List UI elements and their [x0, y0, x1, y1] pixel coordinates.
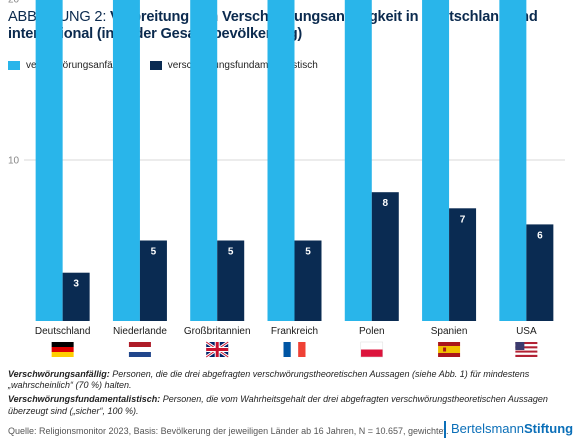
- flag-stripe: [360, 349, 383, 357]
- uk-flag: [205, 340, 230, 359]
- poland-flag: [360, 341, 384, 358]
- bar-anfaellig: [35, 0, 63, 322]
- flag-stripe: [128, 347, 151, 352]
- bar-anfaellig: [190, 0, 218, 321]
- data-label: 5: [305, 247, 311, 258]
- flag-stripe: [515, 348, 538, 351]
- flag-stripe: [128, 352, 151, 357]
- legend-item-1: verschwörungsanfällig: [8, 60, 125, 71]
- source-note: Quelle: Religionsmonitor 2023, Basis: Be…: [8, 426, 449, 436]
- usa-flag: [515, 342, 538, 357]
- flag-stripe: [438, 353, 461, 357]
- notes: Verschwörungsanfällig: Personen, die die…: [8, 369, 573, 420]
- data-label: 6: [537, 230, 543, 241]
- bar-fundamentalistisch: [371, 192, 399, 321]
- x-tick-label: USA: [516, 326, 537, 337]
- bar-fundamentalistisch: [62, 272, 90, 321]
- brand-part-1: Bertelsmann: [451, 421, 524, 436]
- note-1: Verschwörungsanfällig: Personen, die die…: [8, 369, 573, 391]
- netherlands-flag: [128, 342, 151, 357]
- note-1-text: Personen, die die drei abgefragten versc…: [8, 369, 530, 391]
- x-tick-label: Frankreich: [271, 326, 318, 337]
- legend-item-2: verschwörungsfundamentalistisch: [149, 60, 318, 71]
- bar-anfaellig: [344, 0, 372, 321]
- flag-stripe: [515, 344, 538, 347]
- data-label: 5: [228, 247, 234, 258]
- flag-stripe: [515, 346, 538, 349]
- bar-anfaellig: [112, 0, 140, 321]
- data-label: 8: [383, 198, 389, 209]
- flag-canton: [515, 342, 525, 350]
- flag-stripe: [283, 342, 291, 357]
- x-tick-label: Deutschland: [35, 326, 91, 337]
- flag-stripe: [298, 342, 306, 357]
- legend-swatch-2: [149, 61, 162, 70]
- bar-anfaellig: [422, 0, 450, 321]
- germany-flag: [51, 342, 74, 357]
- data-label: 7: [460, 214, 466, 225]
- data-label: 3: [73, 279, 79, 290]
- flag-cross: [206, 348, 229, 351]
- flag-border: [360, 341, 384, 358]
- legend-label-2: verschwörungsfundamentalistisch: [167, 60, 318, 71]
- flag-stripe: [515, 354, 538, 357]
- bar-anfaellig: [499, 0, 527, 321]
- flag-stripe: [51, 342, 74, 347]
- brand-part-2: Stiftung: [523, 421, 574, 436]
- data-label: 5: [151, 247, 157, 258]
- flag-stripe: [515, 342, 538, 345]
- flag-stripe: [128, 342, 151, 347]
- bar-fundamentalistisch: [294, 240, 322, 321]
- note-2: Verschwörungsfundamentalistisch: Persone…: [8, 394, 573, 416]
- y-tick-label: 10: [8, 156, 20, 167]
- x-tick-label: Großbritannien: [184, 326, 251, 337]
- flag-emblem: [443, 347, 447, 352]
- y-tick-label: 20: [8, 0, 20, 6]
- flag-stripe: [290, 342, 299, 357]
- spain-flag: [438, 342, 461, 357]
- note-2-text: Personen, die vom Wahrheitsgehalt der dr…: [8, 394, 548, 416]
- bar-fundamentalistisch: [449, 208, 477, 321]
- flag-stripe: [51, 352, 74, 357]
- flag-stripe: [515, 352, 538, 355]
- bar-chart: 10203040213Deutschland235Niederlande315G…: [8, 0, 565, 359]
- x-tick-label: Polen: [359, 326, 385, 337]
- flag-stripe: [438, 346, 461, 353]
- france-flag: [283, 342, 306, 357]
- legend-swatch-1: [8, 61, 20, 70]
- bar-fundamentalistisch: [139, 240, 167, 321]
- flag-stripe: [515, 350, 538, 353]
- flag-stripe: [51, 347, 74, 352]
- legend: verschwörungsanfällig verschwörungsfunda…: [8, 60, 340, 73]
- bar-anfaellig: [267, 0, 295, 322]
- brand-logo: BertelsmannStiftung: [451, 421, 573, 436]
- bar-fundamentalistisch: [526, 224, 554, 321]
- x-tick-label: Spanien: [431, 326, 468, 337]
- flag-stripe: [438, 342, 461, 346]
- bar-fundamentalistisch: [217, 240, 245, 321]
- note-1-term: Verschwörungsanfällig:: [8, 369, 110, 379]
- legend-label-1: verschwörungsanfällig: [26, 60, 125, 71]
- note-2-term: Verschwörungsfundamentalistisch:: [8, 394, 161, 405]
- x-tick-label: Niederlande: [113, 326, 167, 337]
- brand-divider: [444, 421, 446, 438]
